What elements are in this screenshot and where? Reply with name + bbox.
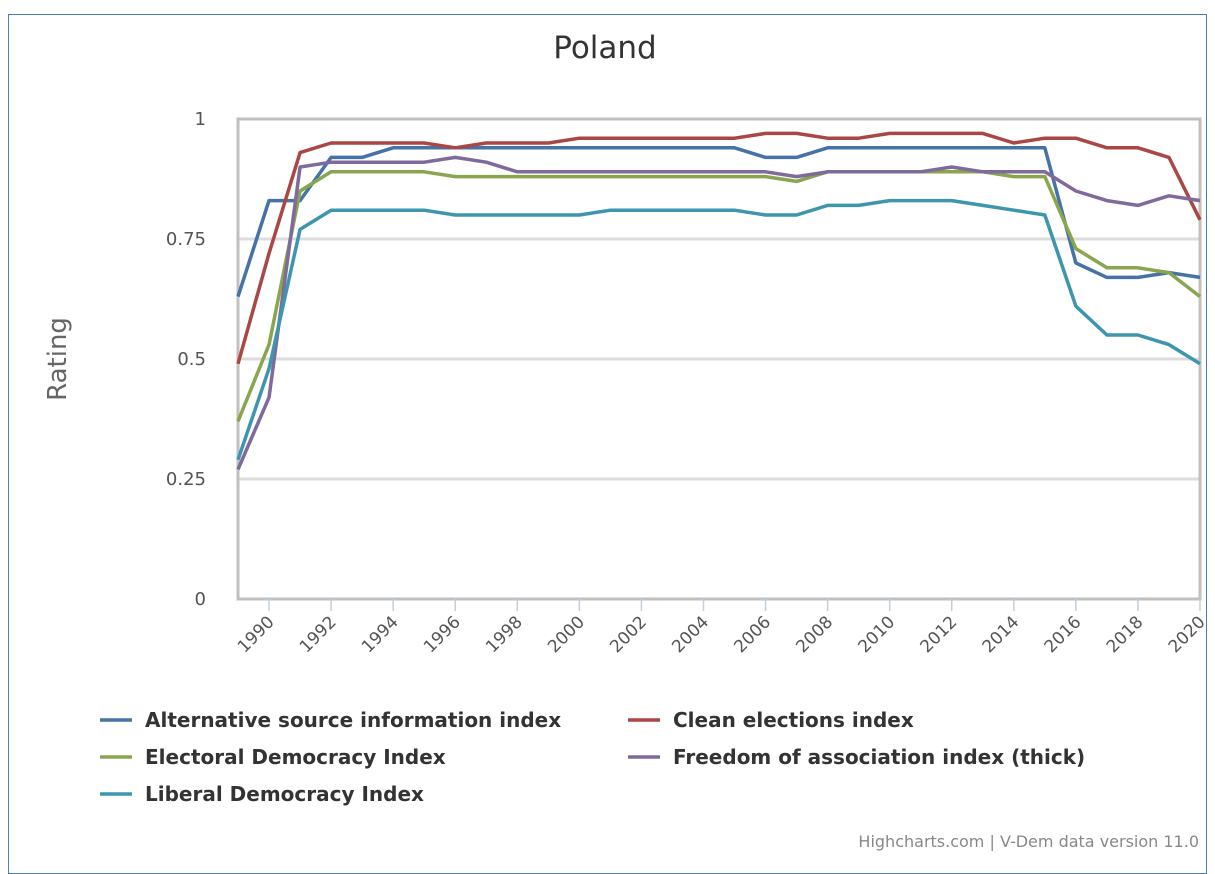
legend-label: Alternative source information index xyxy=(145,708,561,732)
legend-item[interactable]: Alternative source information index xyxy=(100,708,561,732)
x-tick-label: 1992 xyxy=(296,612,341,657)
chart-title: Poland xyxy=(553,30,657,66)
x-tick-label: 2010 xyxy=(854,612,899,657)
x-tick-label: 1990 xyxy=(234,612,279,657)
series-lines xyxy=(236,131,1202,471)
legend-item[interactable]: Clean elections index xyxy=(628,708,914,732)
series-line[interactable] xyxy=(236,131,1202,365)
x-tick-label: 2006 xyxy=(730,612,775,657)
x-tick-label: 2020 xyxy=(1165,612,1210,657)
x-tick-label: 1996 xyxy=(420,612,465,657)
y-axis-labels: 0 0.25 0.5 0.75 1 xyxy=(166,109,206,610)
x-tick-label: 2018 xyxy=(1103,612,1148,657)
x-tick-label: 2004 xyxy=(668,612,713,657)
series-line[interactable] xyxy=(236,198,1201,461)
x-tick-label: 2016 xyxy=(1041,612,1086,657)
grid-lines xyxy=(238,237,1200,481)
x-tick-label: 1998 xyxy=(482,612,527,657)
legend-label: Liberal Democracy Index xyxy=(145,782,424,806)
legend-label: Freedom of association index (thick) xyxy=(673,745,1085,769)
credits-link[interactable]: Highcharts.com | V-Dem data version 11.0 xyxy=(858,832,1199,851)
y-tick-label: 0 xyxy=(195,589,206,610)
legend-item[interactable]: Electoral Democracy Index xyxy=(100,745,446,769)
x-tick-label: 2000 xyxy=(544,612,589,657)
legend-label: Clean elections index xyxy=(673,708,914,732)
y-tick-label: 0.25 xyxy=(166,469,206,490)
x-tick-label: 2012 xyxy=(917,612,962,657)
y-tick-label: 0.5 xyxy=(177,349,206,370)
y-axis-title: Rating xyxy=(43,317,73,401)
line-chart: Poland Rating 0 0.25 0.5 0.75 1 1990 1992 1994… xyxy=(43,30,1210,851)
legend-item[interactable]: Freedom of association index (thick) xyxy=(628,745,1085,769)
legend[interactable]: Alternative source information index Clea… xyxy=(100,708,1085,806)
legend-item[interactable]: Liberal Democracy Index xyxy=(100,782,424,806)
series-line[interactable] xyxy=(236,155,1201,471)
x-tick-label: 2008 xyxy=(792,612,837,657)
series-line[interactable] xyxy=(236,146,1201,298)
series-line[interactable] xyxy=(236,170,1202,423)
x-axis-labels: 1990 1992 1994 1996 1998 2000 2002 2004 2006 2008… xyxy=(234,599,1210,657)
y-tick-label: 0.75 xyxy=(166,229,206,250)
y-tick-label: 1 xyxy=(195,109,206,130)
x-tick-label: 1994 xyxy=(358,612,403,657)
legend-label: Electoral Democracy Index xyxy=(145,745,446,769)
x-tick-label: 2002 xyxy=(606,612,651,657)
x-tick-label: 2014 xyxy=(979,612,1024,657)
